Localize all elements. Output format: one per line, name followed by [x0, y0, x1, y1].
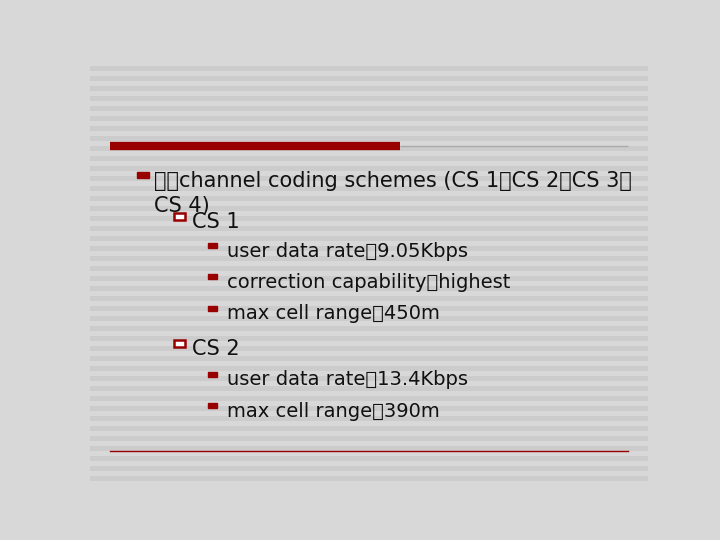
Text: max cell range：390m: max cell range：390m — [227, 402, 439, 421]
FancyBboxPatch shape — [90, 246, 648, 251]
FancyBboxPatch shape — [90, 446, 648, 451]
FancyBboxPatch shape — [90, 106, 648, 111]
FancyBboxPatch shape — [90, 376, 648, 381]
Text: correction capability：highest: correction capability：highest — [227, 273, 510, 292]
Bar — [208, 403, 217, 408]
FancyBboxPatch shape — [90, 126, 648, 131]
Bar — [174, 213, 185, 220]
Bar — [208, 274, 217, 279]
FancyBboxPatch shape — [90, 276, 648, 281]
FancyBboxPatch shape — [90, 416, 648, 421]
FancyBboxPatch shape — [90, 356, 648, 361]
FancyBboxPatch shape — [90, 296, 648, 301]
FancyBboxPatch shape — [90, 116, 648, 122]
FancyBboxPatch shape — [90, 77, 648, 82]
FancyBboxPatch shape — [90, 206, 648, 211]
FancyBboxPatch shape — [90, 176, 648, 181]
Text: CS 1: CS 1 — [192, 212, 240, 232]
FancyBboxPatch shape — [90, 476, 648, 481]
FancyBboxPatch shape — [90, 136, 648, 141]
FancyBboxPatch shape — [90, 186, 648, 191]
FancyBboxPatch shape — [90, 316, 648, 321]
Bar — [174, 340, 185, 347]
Text: max cell range：450m: max cell range：450m — [227, 304, 440, 323]
FancyBboxPatch shape — [90, 196, 648, 201]
FancyBboxPatch shape — [90, 346, 648, 351]
FancyBboxPatch shape — [90, 156, 648, 161]
FancyBboxPatch shape — [90, 236, 648, 241]
FancyBboxPatch shape — [90, 456, 648, 461]
FancyBboxPatch shape — [90, 256, 648, 261]
FancyBboxPatch shape — [90, 366, 648, 371]
Bar — [208, 243, 217, 248]
FancyBboxPatch shape — [90, 465, 648, 471]
FancyBboxPatch shape — [90, 226, 648, 231]
FancyBboxPatch shape — [90, 426, 648, 431]
FancyBboxPatch shape — [90, 286, 648, 291]
Bar — [208, 372, 217, 377]
Text: user data rate：13.4Kbps: user data rate：13.4Kbps — [227, 370, 468, 389]
FancyBboxPatch shape — [90, 436, 648, 441]
Bar — [138, 172, 148, 178]
FancyBboxPatch shape — [90, 406, 648, 411]
FancyBboxPatch shape — [90, 396, 648, 401]
Text: user data rate：9.05Kbps: user data rate：9.05Kbps — [227, 241, 468, 260]
FancyBboxPatch shape — [90, 386, 648, 391]
Text: 四種channel coding schemes (CS 1、CS 2、CS 3、
CS 4): 四種channel coding schemes (CS 1、CS 2、CS 3… — [154, 171, 632, 215]
FancyBboxPatch shape — [90, 216, 648, 221]
FancyBboxPatch shape — [90, 66, 648, 71]
FancyBboxPatch shape — [90, 86, 648, 91]
FancyBboxPatch shape — [90, 166, 648, 171]
FancyBboxPatch shape — [90, 97, 648, 102]
Bar — [208, 306, 217, 310]
FancyBboxPatch shape — [90, 326, 648, 331]
FancyBboxPatch shape — [90, 266, 648, 271]
FancyBboxPatch shape — [90, 336, 648, 341]
FancyBboxPatch shape — [90, 306, 648, 311]
Text: CS 2: CS 2 — [192, 339, 240, 359]
FancyBboxPatch shape — [90, 146, 648, 151]
